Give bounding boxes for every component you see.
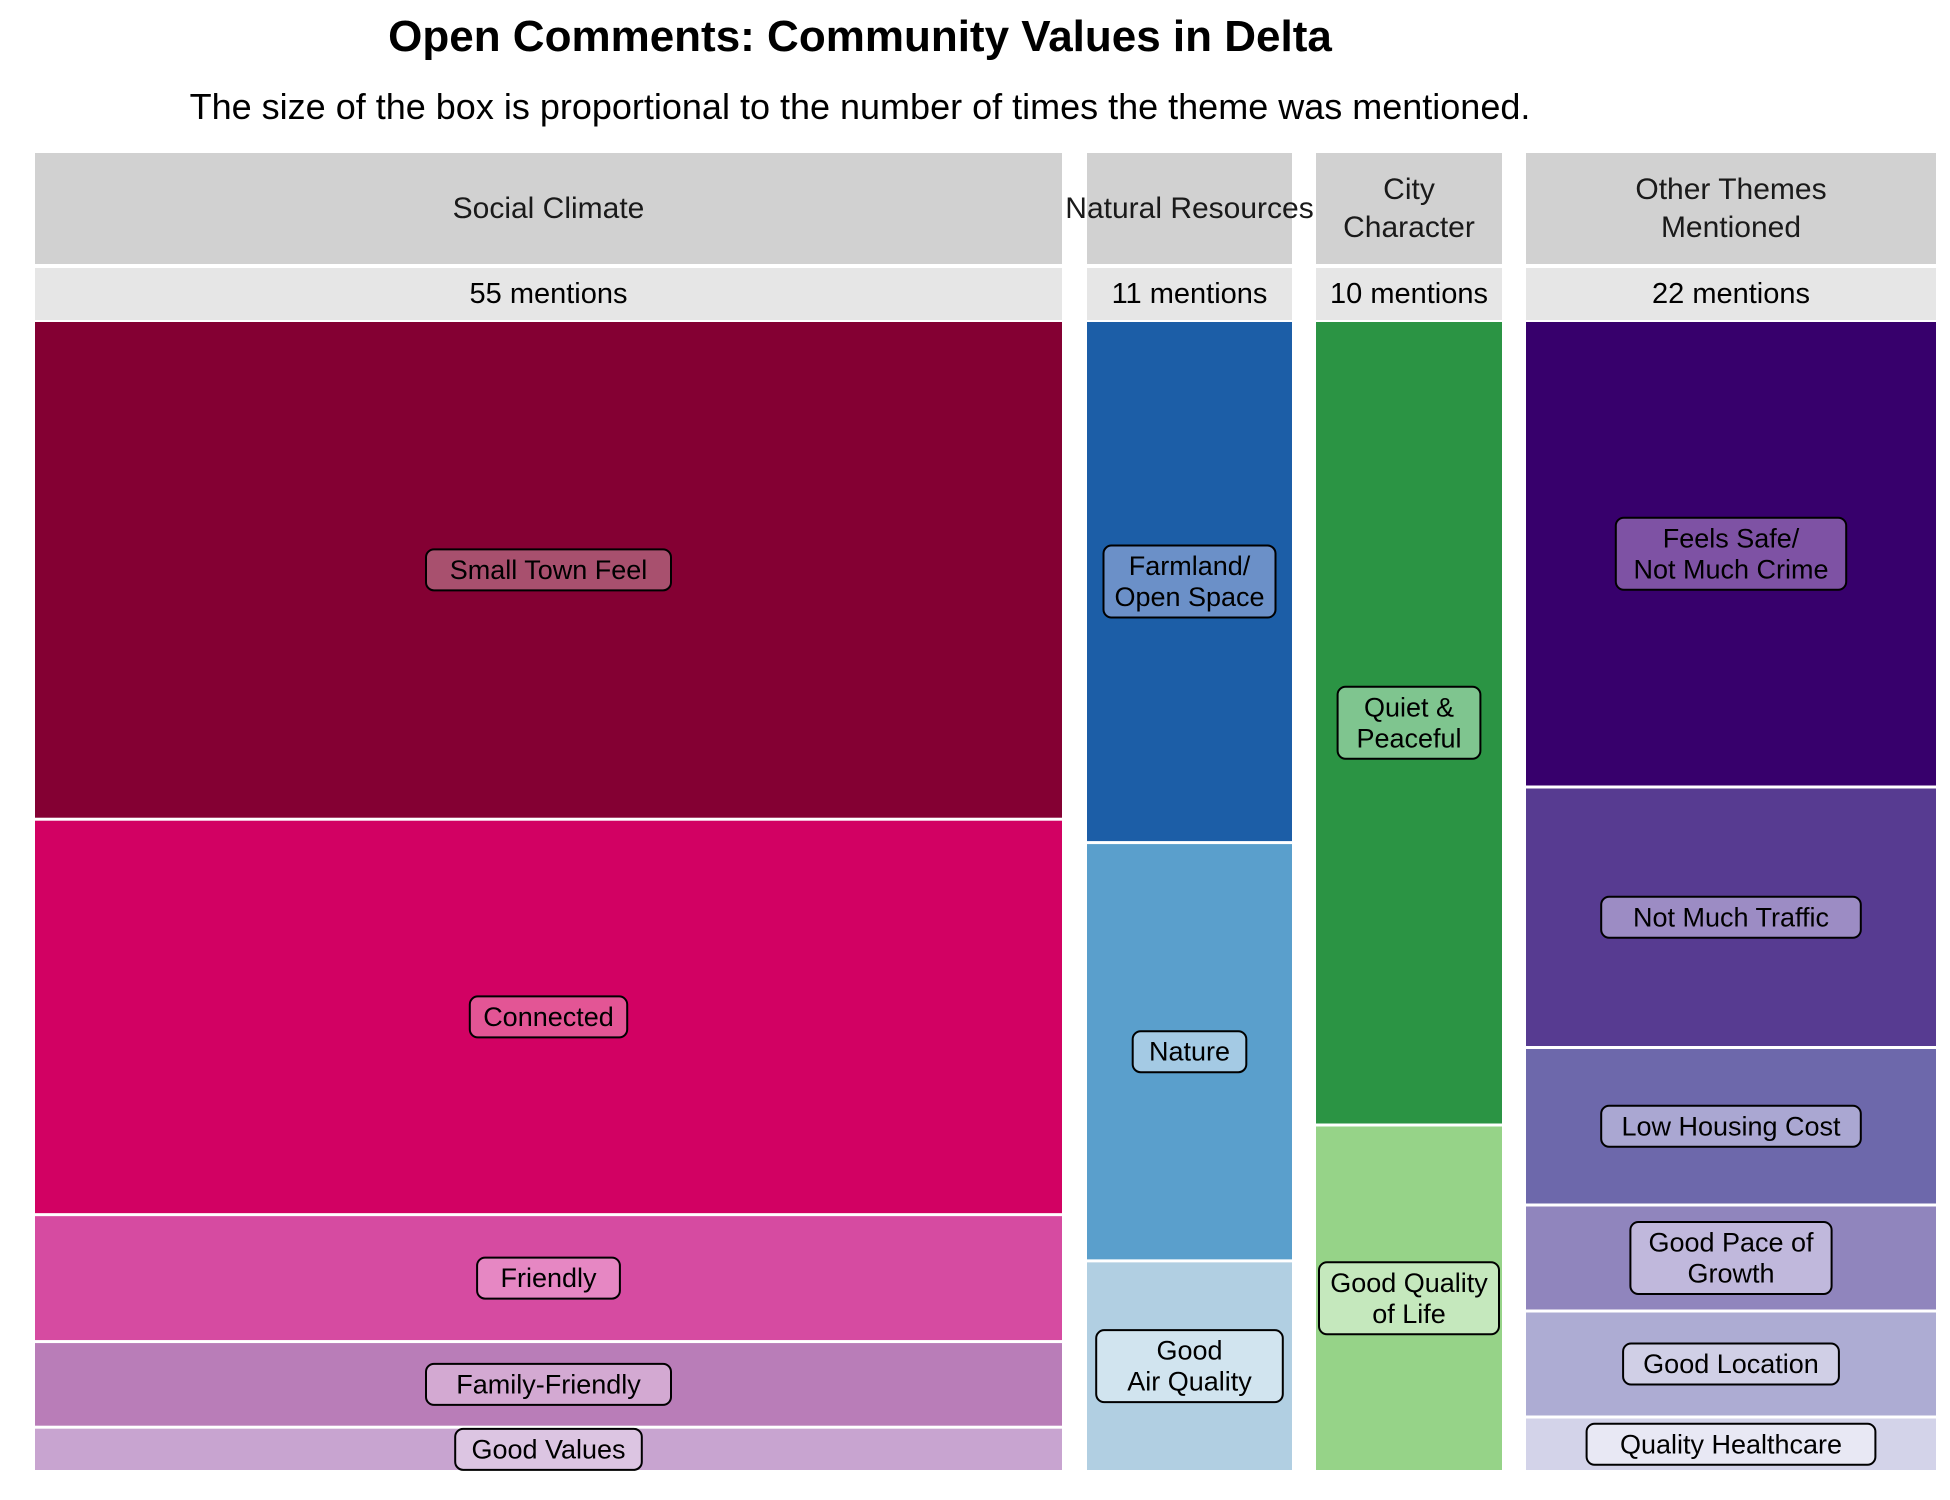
tile-label-box xyxy=(1585,1422,1877,1466)
category-strip-label: Social Climate xyxy=(453,192,645,225)
tile-label: Not Much Traffic xyxy=(1633,902,1829,932)
tile-label-box xyxy=(1095,1329,1284,1404)
tile-label-box xyxy=(1614,516,1848,591)
category-natural-resources: Natural Resources 11 mentions Farmland/Ope… xyxy=(1065,153,1314,1470)
tile-quiet-peaceful: Quiet & Peaceful xyxy=(1316,322,1502,1124)
tile-label: Good Air Quality xyxy=(1127,1336,1252,1397)
tile-connected: Connected xyxy=(35,820,1062,1214)
tile-label: Small Town Feel xyxy=(450,555,648,585)
tile-label-box xyxy=(425,548,672,592)
category-strip xyxy=(35,153,1062,264)
tile-label-box xyxy=(1131,1030,1248,1074)
tile-good-pace-of-growth: Good Pace of Growth xyxy=(1526,1206,1936,1310)
category-strip xyxy=(1087,153,1292,264)
category-social-climate: Social Climate 55 mentions Small Town Feel… xyxy=(35,153,1062,1471)
chart-title: Open Comments: Community Values in Delta xyxy=(388,12,1332,61)
tile-label: Friendly xyxy=(500,1263,597,1293)
tile-feels-safe-not-much-crime: Feels Safe/Not Much Crime xyxy=(1526,322,1936,786)
tile-family-friendly: Family-Friendly xyxy=(35,1343,1062,1426)
tile-label: Connected xyxy=(483,1002,614,1032)
tile-small-town-feel: Small Town Feel xyxy=(35,322,1062,818)
tile-low-housing-cost: Low Housing Cost xyxy=(1526,1049,1936,1204)
tile-farmland-open-space: Farmland/Open Space xyxy=(1087,322,1292,842)
tile-label: Good Values xyxy=(471,1434,625,1464)
tile-label-box xyxy=(1336,685,1482,760)
tile-label: Good Location xyxy=(1643,1349,1819,1379)
category-strip xyxy=(1526,153,1936,264)
tile-label: Nature xyxy=(1149,1037,1230,1067)
tile-quality-healthcare: Quality Healthcare xyxy=(1526,1418,1936,1470)
count-band xyxy=(1316,268,1502,320)
tile-label: Farmland/Open Space xyxy=(1114,551,1264,612)
tile-friendly: Friendly xyxy=(35,1216,1062,1341)
tile-good-location: Good Location xyxy=(1526,1312,1936,1416)
tile-label-box xyxy=(1622,1342,1840,1386)
tile-label-box xyxy=(1629,1221,1833,1295)
count-band xyxy=(1526,268,1936,320)
tile-good-air-quality: Good Air Quality xyxy=(1087,1262,1292,1470)
tile-label: Feels Safe/Not Much Crime xyxy=(1633,523,1828,584)
category-other-themes-mentioned: Other Themes Mentioned 22 mentions Feels Sa… xyxy=(1526,153,1936,1470)
count-band xyxy=(1087,268,1292,320)
mention-count-label: 10 mentions xyxy=(1330,278,1488,310)
tile-label-box xyxy=(468,995,629,1039)
mention-count-label: 11 mentions xyxy=(1112,278,1268,310)
tile-good-values: Good Values xyxy=(35,1427,1062,1471)
tile-label: Low Housing Cost xyxy=(1621,1111,1841,1141)
tile-label-box xyxy=(425,1362,672,1406)
tile-label-box xyxy=(1600,895,1862,939)
tile-label: Good Quality of Life xyxy=(1330,1268,1488,1329)
count-band xyxy=(35,268,1062,320)
tile-label-box xyxy=(1600,1104,1862,1148)
tile-label-box xyxy=(1318,1261,1500,1336)
category-strip-label: Natural Resources xyxy=(1065,192,1313,225)
tile-label: Good Pace of Growth xyxy=(1648,1228,1814,1289)
tile-good-quality-of-life: Good Quality of Life xyxy=(1316,1126,1502,1470)
category-strip-label: Other Themes Mentioned xyxy=(1635,173,1826,244)
tile-nature: Nature xyxy=(1087,844,1292,1260)
mention-count-label: 22 mentions xyxy=(1652,278,1810,310)
tile-not-much-traffic: Not Much Traffic xyxy=(1526,788,1936,1046)
category-city-character: City Character 10 mentions Quiet & Peaceful G… xyxy=(1316,153,1502,1470)
chart-subtitle: The size of the box is proportional to t… xyxy=(189,86,1531,127)
mention-count-label: 55 mentions xyxy=(470,278,628,310)
tile-label-box xyxy=(476,1256,621,1300)
category-strip xyxy=(1316,153,1502,264)
tile-label-box xyxy=(1102,544,1277,619)
tile-label: Quality Healthcare xyxy=(1620,1429,1842,1459)
tile-label: Quiet & Peaceful xyxy=(1356,692,1461,753)
tile-label: Family-Friendly xyxy=(456,1369,641,1399)
category-strip-label: City Character xyxy=(1343,173,1475,244)
tile-label-box xyxy=(454,1427,643,1471)
